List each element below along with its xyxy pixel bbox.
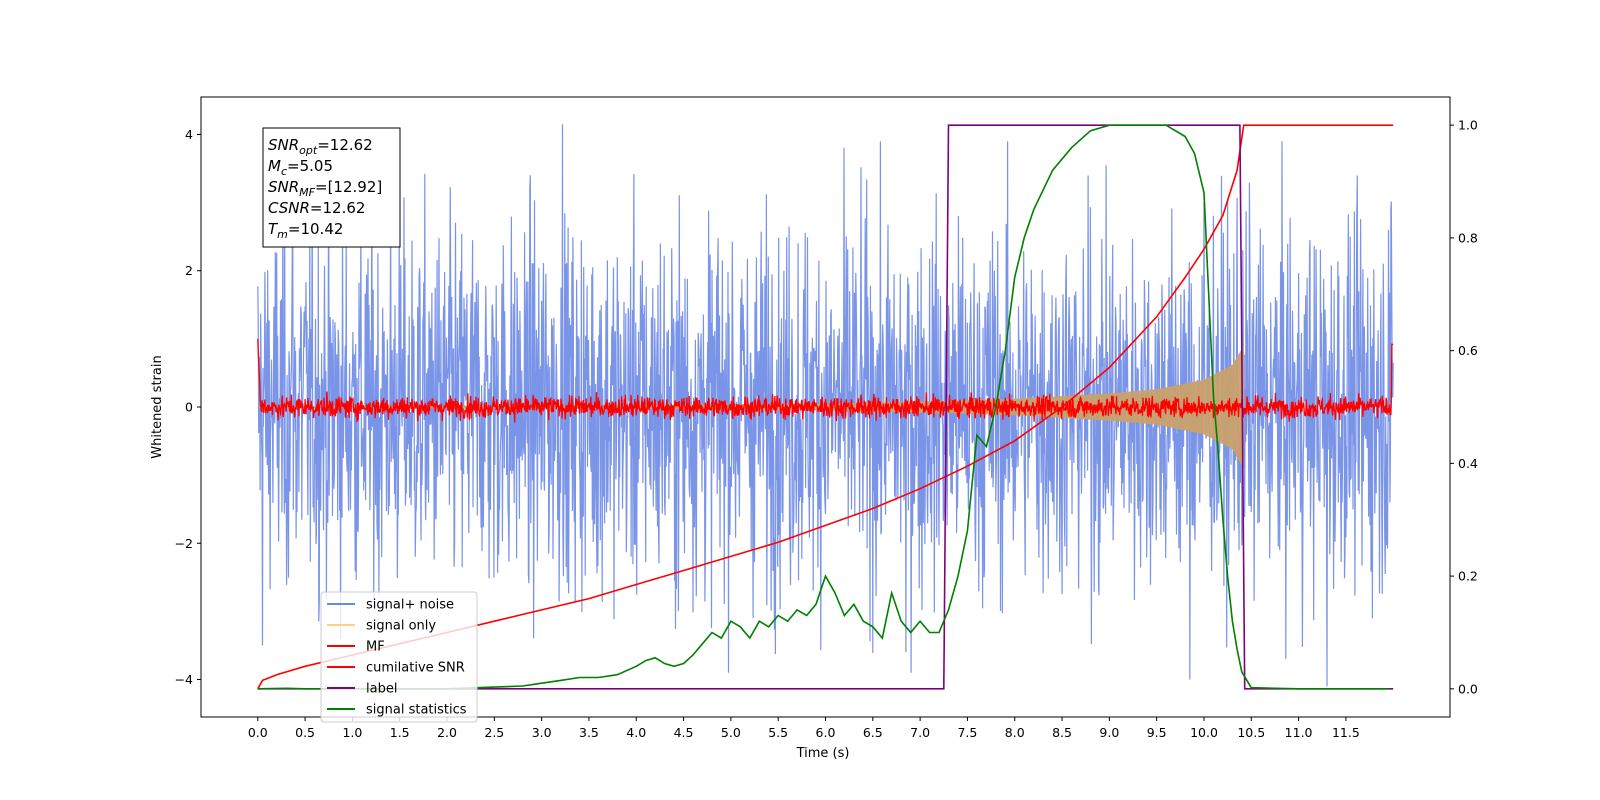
legend-frame: [320, 591, 478, 723]
x-tick-label: 7.0: [910, 725, 930, 740]
y-axis-left-label: Whitened strain: [150, 355, 165, 458]
stats-annotation-box: SNRopt=12.62Mc=5.05SNRMF=[12.92]CSNR=12.…: [262, 127, 401, 248]
annotation-line: SNRopt=12.62: [268, 136, 373, 157]
annotation-line: Mc=5.05: [268, 157, 333, 178]
annotation-line: SNRMF=[12.92]: [268, 178, 382, 199]
series-signal-statistics: [257, 124, 1389, 690]
annotation-line: Tm=10.42: [268, 220, 343, 241]
y-right-tick-label: 0.8: [1458, 230, 1478, 245]
x-tick-label: 0.5: [295, 725, 315, 740]
legend-entry: MF: [366, 640, 385, 655]
series-mf: [257, 338, 1394, 423]
x-tick-label: 10.0: [1190, 725, 1218, 740]
y-right-tick-label: 0.6: [1458, 343, 1478, 358]
y-left-tick-label: 4: [185, 127, 193, 142]
x-axis-label: Time (s): [796, 746, 850, 761]
legend-entry: signal statistics: [366, 703, 467, 718]
x-axis-ticks: 0.0 0.5 1.0 1.5 2.0 2.5 3.0 3.5 4.0 4.5 5.0 5.5 6.0 6…: [248, 717, 1360, 740]
legend-entry: cumilative SNR: [366, 661, 465, 676]
y-right-tick-label: 1.0: [1458, 118, 1478, 133]
x-tick-label: 9.0: [1099, 725, 1119, 740]
x-tick-label: 10.5: [1237, 725, 1265, 740]
x-tick-label: 0.0: [248, 725, 268, 740]
y-left-tick-label: −2: [175, 536, 193, 551]
legend-entry: signal+ noise: [366, 598, 454, 613]
y-right-tick-label: 0.4: [1458, 456, 1478, 471]
x-tick-label: 4.0: [626, 725, 646, 740]
x-tick-label: 2.5: [484, 725, 504, 740]
x-tick-label: 2.0: [437, 725, 457, 740]
legend: signal+ noise signal only MF cumilative SNR…: [320, 591, 478, 723]
x-tick-label: 6.5: [863, 725, 883, 740]
x-tick-label: 4.5: [674, 725, 694, 740]
y-right-tick-label: 0.2: [1458, 569, 1478, 584]
x-tick-label: 5.5: [768, 725, 788, 740]
x-tick-label: 1.5: [390, 725, 410, 740]
y-left-tick-label: 0: [185, 400, 193, 415]
y-axis-left-ticks: −4 −2 0 2 4: [175, 127, 201, 687]
x-tick-label: 3.5: [579, 725, 599, 740]
x-tick-label: 11.0: [1285, 725, 1313, 740]
x-tick-label: 5.0: [721, 725, 741, 740]
annotation-line: CSNR=12.62: [268, 199, 365, 217]
y-left-tick-label: 2: [185, 263, 193, 278]
x-tick-label: 6.0: [816, 725, 836, 740]
legend-entry: label: [366, 682, 397, 697]
x-tick-label: 3.0: [532, 725, 552, 740]
x-tick-label: 11.5: [1332, 725, 1360, 740]
y-right-tick-label: 0.0: [1458, 681, 1478, 696]
x-tick-label: 8.5: [1052, 725, 1072, 740]
legend-entry: signal only: [366, 619, 436, 634]
x-tick-label: 8.0: [1005, 725, 1025, 740]
x-tick-label: 7.5: [957, 725, 977, 740]
y-left-tick-label: −4: [175, 672, 193, 687]
annotation-frame: [262, 127, 401, 248]
y-axis-right-ticks: 0.0 0.2 0.4 0.6 0.8 1.0: [1450, 118, 1478, 696]
x-tick-label: 9.5: [1147, 725, 1167, 740]
x-tick-label: 1.0: [342, 725, 362, 740]
